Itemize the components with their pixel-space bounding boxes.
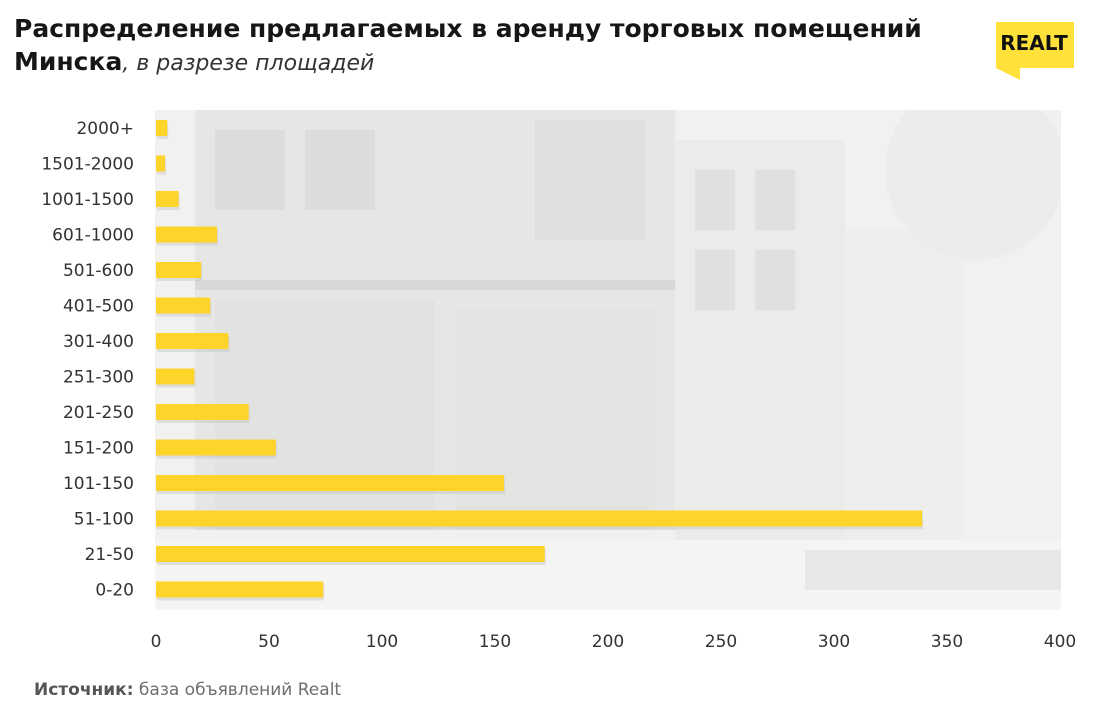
storefront-illustration <box>155 110 1061 610</box>
bar <box>156 226 218 243</box>
y-tick-label: 151-200 <box>63 439 134 459</box>
bar <box>156 475 505 491</box>
logo-shape <box>996 22 1074 80</box>
x-tick-label: 50 <box>258 632 280 652</box>
bar <box>156 333 229 349</box>
x-tick-label: 250 <box>705 632 737 652</box>
x-tick-label: 0 <box>151 632 162 652</box>
y-tick-label: 501-600 <box>63 261 134 281</box>
y-tick-label: 251-300 <box>63 368 134 388</box>
y-tick-label: 0-20 <box>95 581 134 601</box>
chart-title: Распределение предлагаемых в аренду торг… <box>14 12 954 80</box>
y-tick-label: 1501-2000 <box>41 155 134 175</box>
bar <box>156 191 179 207</box>
x-tick-label: 300 <box>818 632 850 652</box>
background-photo <box>155 110 1061 610</box>
y-tick-label: 51-100 <box>74 510 134 530</box>
x-tick-label: 150 <box>479 632 511 652</box>
bar <box>156 404 249 420</box>
title-subtitle: , в разрезе площадей <box>122 51 375 76</box>
bar <box>156 155 166 172</box>
y-tick-label: 201-250 <box>63 403 134 423</box>
title-main: Распределение предлагаемых в аренду торг… <box>14 14 922 76</box>
bar <box>156 120 168 136</box>
bar <box>156 262 202 278</box>
x-tick-label: 200 <box>592 632 624 652</box>
y-tick-label: 301-400 <box>63 332 134 352</box>
x-tick-label: 100 <box>366 632 398 652</box>
bar <box>156 439 276 456</box>
y-tick-label: 101-150 <box>63 474 134 494</box>
source-note: Источник: база объявлений Realt <box>34 680 341 700</box>
source-text: база объявлений Realt <box>133 680 342 700</box>
bar <box>156 581 324 598</box>
x-tick-label: 400 <box>1044 632 1076 652</box>
y-tick-label: 2000+ <box>76 119 134 139</box>
y-tick-label: 21-50 <box>85 545 134 565</box>
bar <box>156 546 545 562</box>
y-tick-label: 601-1000 <box>52 226 134 246</box>
bar <box>156 297 211 314</box>
realt-logo: REALT <box>996 22 1074 80</box>
logo-text: REALT <box>1000 31 1068 55</box>
source-label: Источник: <box>34 680 134 700</box>
y-tick-label: 401-500 <box>63 297 134 317</box>
x-tick-label: 350 <box>931 632 963 652</box>
bar <box>156 510 923 527</box>
y-tick-label: 1001-1500 <box>41 190 134 210</box>
bar <box>156 368 195 385</box>
